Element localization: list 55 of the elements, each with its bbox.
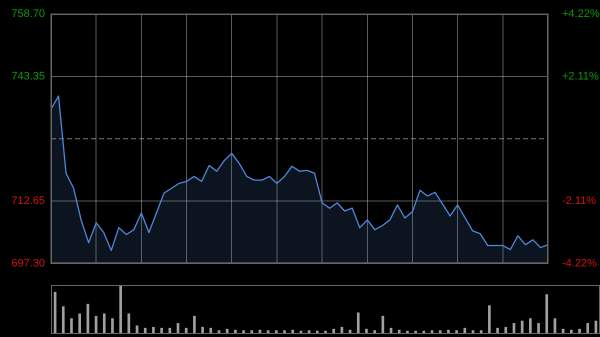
bar — [504, 326, 508, 333]
bar — [258, 330, 262, 333]
bar — [554, 318, 556, 333]
bar — [242, 330, 245, 333]
bar — [529, 318, 532, 333]
bar — [218, 330, 220, 333]
y2-tick-label: -2.11% — [562, 195, 596, 208]
y-tick-label: 697.30 — [11, 257, 45, 270]
bar — [537, 323, 540, 333]
bar — [209, 328, 212, 333]
y-tick-label: 758.70 — [11, 8, 45, 20]
bar — [586, 323, 590, 333]
bar — [70, 318, 73, 333]
bar — [365, 328, 368, 333]
bar — [463, 328, 466, 333]
bar — [54, 292, 56, 333]
bar — [283, 330, 286, 333]
bar — [594, 320, 598, 333]
bar — [545, 294, 548, 333]
bar — [332, 328, 336, 333]
bar — [86, 304, 90, 333]
bar — [512, 323, 516, 333]
y-tick-label: 743.35 — [11, 70, 45, 82]
bar — [94, 316, 98, 333]
y-tick-label: 712.65 — [11, 195, 45, 208]
bar — [160, 328, 163, 333]
bar — [201, 326, 204, 333]
bar — [144, 328, 147, 333]
bar — [102, 313, 106, 333]
y2-tick-label: +2.11% — [562, 70, 600, 82]
bar — [430, 330, 434, 333]
bar — [168, 328, 172, 333]
bar — [472, 330, 474, 333]
bar — [119, 285, 122, 333]
bar — [226, 328, 228, 333]
bar — [496, 328, 499, 333]
bar — [562, 328, 564, 333]
bar — [356, 312, 360, 333]
bar — [128, 313, 130, 333]
y2-tick-label: -4.22% — [562, 257, 598, 270]
bar — [193, 316, 196, 333]
bar — [578, 328, 581, 333]
bar — [184, 328, 188, 333]
bar — [78, 313, 82, 333]
bar — [340, 326, 344, 333]
bar — [176, 323, 180, 333]
bar — [152, 326, 155, 333]
bar — [520, 320, 524, 333]
y2-tick-label: +4.22% — [562, 8, 600, 20]
bar — [382, 316, 384, 333]
bar — [136, 325, 138, 333]
bar — [488, 305, 491, 333]
bar — [111, 318, 114, 333]
bar — [62, 306, 65, 333]
bar — [390, 328, 392, 333]
